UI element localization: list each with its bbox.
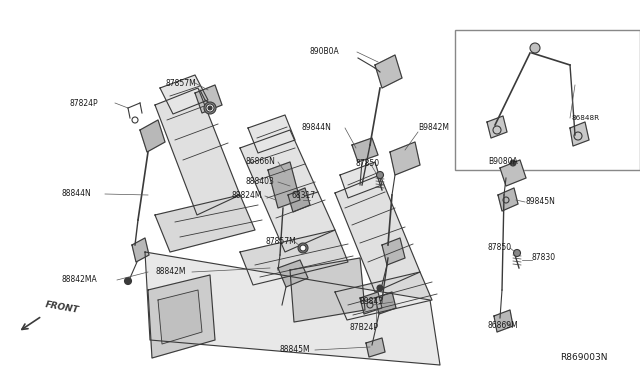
Text: 88844N: 88844N: [62, 189, 92, 199]
Text: 88845M: 88845M: [280, 346, 310, 355]
Text: 88842MA: 88842MA: [62, 276, 98, 285]
Polygon shape: [148, 275, 215, 358]
Text: 87B24P: 87B24P: [350, 324, 379, 333]
Polygon shape: [352, 138, 378, 162]
Circle shape: [298, 243, 308, 253]
Polygon shape: [240, 230, 348, 285]
Text: 89845N: 89845N: [525, 198, 555, 206]
Text: 87850: 87850: [355, 158, 379, 167]
Polygon shape: [382, 238, 405, 265]
Text: B9080A: B9080A: [488, 157, 518, 167]
Text: 87857M: 87857M: [165, 78, 196, 87]
Polygon shape: [390, 142, 420, 175]
Polygon shape: [195, 85, 222, 113]
Polygon shape: [132, 238, 149, 262]
Polygon shape: [155, 195, 255, 252]
Polygon shape: [278, 260, 308, 287]
Polygon shape: [570, 122, 589, 146]
Polygon shape: [288, 188, 310, 212]
Text: FRONT: FRONT: [44, 300, 79, 315]
Circle shape: [376, 171, 383, 179]
Polygon shape: [248, 115, 295, 153]
Circle shape: [208, 106, 212, 110]
Text: 87857M: 87857M: [265, 237, 296, 247]
Polygon shape: [158, 290, 202, 344]
Circle shape: [510, 160, 516, 166]
Text: 888403: 888403: [245, 177, 274, 186]
Text: R869003N: R869003N: [560, 353, 607, 362]
Text: 86848R: 86848R: [572, 115, 600, 121]
Text: 86866N: 86866N: [245, 157, 275, 167]
Text: 68317: 68317: [292, 192, 316, 201]
Polygon shape: [335, 272, 432, 320]
Polygon shape: [494, 310, 513, 332]
Bar: [455, 30, 640, 170]
Circle shape: [513, 250, 520, 257]
Text: 88842M: 88842M: [155, 267, 186, 276]
Circle shape: [377, 285, 383, 291]
Polygon shape: [375, 292, 396, 314]
Circle shape: [300, 245, 306, 251]
Text: 86869M: 86869M: [488, 321, 519, 330]
Circle shape: [204, 102, 216, 114]
Polygon shape: [375, 55, 402, 88]
Polygon shape: [145, 252, 440, 365]
Circle shape: [206, 104, 214, 112]
Polygon shape: [500, 160, 526, 186]
Text: 890B0A: 890B0A: [310, 48, 340, 57]
Text: 87824P: 87824P: [70, 99, 99, 108]
Polygon shape: [268, 162, 300, 208]
Polygon shape: [498, 188, 518, 211]
Polygon shape: [290, 258, 365, 322]
Circle shape: [125, 278, 131, 285]
Polygon shape: [155, 88, 240, 215]
Text: 89844N: 89844N: [302, 124, 332, 132]
Polygon shape: [240, 130, 335, 252]
Polygon shape: [366, 338, 385, 357]
Text: B9842M: B9842M: [418, 124, 449, 132]
Text: 88824M: 88824M: [232, 192, 262, 201]
Circle shape: [530, 43, 540, 53]
Text: 87850: 87850: [488, 244, 512, 253]
Text: 87830: 87830: [532, 253, 556, 263]
Polygon shape: [360, 292, 382, 314]
Polygon shape: [160, 75, 208, 114]
Polygon shape: [335, 175, 420, 292]
Text: 89843: 89843: [360, 298, 384, 307]
Polygon shape: [340, 162, 382, 198]
Polygon shape: [487, 116, 507, 138]
Polygon shape: [140, 120, 165, 152]
